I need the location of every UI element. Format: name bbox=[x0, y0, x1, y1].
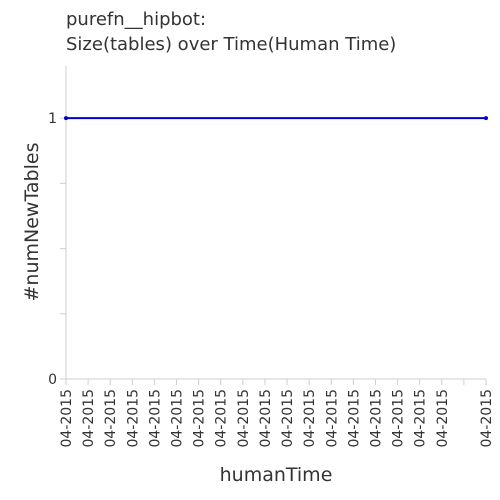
x-tick-label: 04-2015 bbox=[479, 389, 495, 448]
x-tick-label: 04-2015 bbox=[391, 389, 407, 448]
x-tick-label: 04-2015 bbox=[346, 389, 362, 448]
x-tick-label: 04-2015 bbox=[59, 389, 75, 448]
x-tick-label: 04-2015 bbox=[103, 389, 119, 448]
x-tick-label: 04-2015 bbox=[147, 389, 163, 448]
x-tick-label: 04-2015 bbox=[435, 389, 451, 448]
x-tick-label: 04-2015 bbox=[192, 389, 208, 448]
x-tick-label: 04-2015 bbox=[170, 389, 186, 448]
chart-title-line-2: Size(tables) over Time(Human Time) bbox=[66, 34, 396, 55]
y-axis-label: #numNewTables bbox=[21, 143, 43, 302]
x-tick-label: 04-2015 bbox=[258, 389, 274, 448]
x-tick-label: 04-2015 bbox=[81, 389, 97, 448]
plot-area: 0 1 04-2015 04-2015 04-2015 04-2015 04-2015 04-… bbox=[48, 66, 495, 448]
data-point bbox=[484, 116, 488, 121]
x-tick-label: 04-2015 bbox=[214, 389, 230, 448]
x-tick-label: 04-2015 bbox=[413, 389, 429, 448]
y-tick-label: 1 bbox=[48, 111, 57, 127]
y-tick-label: 0 bbox=[48, 372, 57, 388]
x-tick-label: 04-2015 bbox=[324, 389, 340, 448]
x-tick-label: 04-2015 bbox=[125, 389, 141, 448]
x-tick-label: 04-2015 bbox=[368, 389, 384, 448]
x-tick-label: 04-2015 bbox=[302, 389, 318, 448]
chart-title-line-1: purefn__hipbot: bbox=[66, 9, 206, 30]
data-point bbox=[64, 116, 68, 121]
x-tick-label: 04-2015 bbox=[236, 389, 252, 448]
x-axis-label: humanTime bbox=[220, 464, 333, 486]
x-tick-label: 04-2015 bbox=[280, 389, 296, 448]
